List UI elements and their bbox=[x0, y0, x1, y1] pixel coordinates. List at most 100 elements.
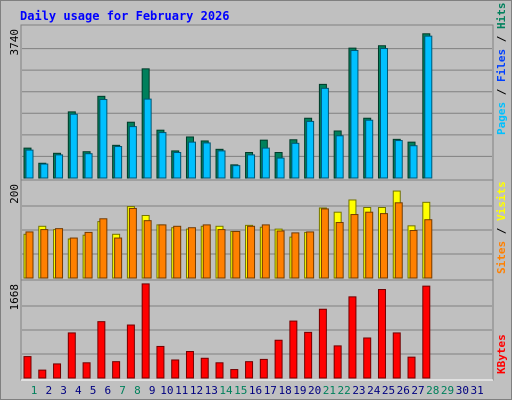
bar-kbytes-day-6 bbox=[97, 321, 106, 379]
bar-kbytes-day-19 bbox=[289, 320, 298, 379]
bar-sites-day-13 bbox=[202, 224, 211, 279]
bar-files-day-5 bbox=[84, 153, 93, 179]
x-tick-label-day-2: 2 bbox=[45, 384, 52, 397]
x-tick-label-day-30: 30 bbox=[456, 384, 469, 397]
bar-files-day-6 bbox=[99, 99, 108, 179]
x-tick-label-day-14: 14 bbox=[219, 384, 233, 397]
axis-label-pages-files-hits: Pages / Files / Hits bbox=[495, 3, 508, 136]
bar-kbytes-day-8 bbox=[126, 324, 135, 379]
bar-kbytes-day-26 bbox=[392, 332, 401, 379]
axis-label-part: KBytes bbox=[495, 334, 508, 374]
bar-kbytes-day-12 bbox=[185, 351, 194, 379]
axis-label-part: / bbox=[495, 82, 508, 102]
bar-sites-day-16 bbox=[247, 225, 256, 279]
bar-kbytes-day-28 bbox=[422, 285, 431, 379]
bar-files-day-19 bbox=[291, 142, 300, 179]
bar-files-day-9 bbox=[143, 98, 152, 179]
x-tick-label-day-21: 21 bbox=[323, 384, 336, 397]
x-tick-label-day-22: 22 bbox=[338, 384, 351, 397]
bar-kbytes-day-27 bbox=[407, 356, 416, 379]
bar-kbytes-day-15 bbox=[230, 369, 239, 379]
axis-label-part: Hits bbox=[495, 3, 508, 30]
x-tick-label-day-15: 15 bbox=[234, 384, 247, 397]
bar-files-day-20 bbox=[306, 120, 315, 179]
ymax-label-kbytes: 1668 bbox=[8, 284, 21, 311]
bar-files-day-17 bbox=[261, 147, 270, 179]
bar-kbytes-day-14 bbox=[215, 362, 224, 379]
bar-files-day-2 bbox=[40, 163, 49, 179]
x-tick-label-day-24: 24 bbox=[367, 384, 381, 397]
x-tick-label-day-12: 12 bbox=[190, 384, 203, 397]
bar-sites-day-8 bbox=[128, 207, 137, 279]
axis-label-part: Files bbox=[495, 49, 508, 82]
ymax-label-visits-sites: 200 bbox=[8, 184, 21, 204]
x-tick-label-day-20: 20 bbox=[308, 384, 321, 397]
bar-files-day-22 bbox=[335, 135, 344, 179]
bar-files-day-10 bbox=[158, 132, 167, 179]
bar-sites-day-5 bbox=[84, 231, 93, 279]
bar-files-day-11 bbox=[173, 152, 182, 179]
bar-sites-day-20 bbox=[306, 231, 315, 279]
axis-label-visits-sites: Sites / Visits bbox=[495, 181, 508, 274]
x-tick-label-day-11: 11 bbox=[175, 384, 188, 397]
axis-label-kbytes: KBytes bbox=[495, 334, 508, 374]
x-tick-label-day-26: 26 bbox=[397, 384, 410, 397]
bar-kbytes-day-3 bbox=[53, 363, 62, 379]
bar-files-day-12 bbox=[187, 141, 196, 179]
x-tick-label-day-6: 6 bbox=[105, 384, 112, 397]
bar-files-day-14 bbox=[217, 150, 226, 179]
x-tick-label-day-19: 19 bbox=[293, 384, 306, 397]
bar-sites-day-1 bbox=[25, 231, 34, 279]
x-tick-label-day-28: 28 bbox=[426, 384, 439, 397]
bar-files-day-15 bbox=[232, 165, 241, 179]
bar-kbytes-day-9 bbox=[141, 283, 150, 379]
bar-files-day-26 bbox=[394, 140, 403, 179]
x-tick-label-day-18: 18 bbox=[278, 384, 291, 397]
bar-kbytes-day-22 bbox=[333, 345, 342, 379]
x-tick-label-day-31: 31 bbox=[470, 384, 483, 397]
bar-sites-day-9 bbox=[143, 220, 152, 279]
bar-sites-day-10 bbox=[158, 224, 167, 279]
axis-label-part: / bbox=[495, 221, 508, 241]
ymax-label-pages-files-hits: 3740 bbox=[8, 29, 21, 56]
x-tick-label-day-16: 16 bbox=[249, 384, 262, 397]
bar-sites-day-24 bbox=[365, 211, 374, 279]
bar-kbytes-day-18 bbox=[274, 339, 283, 379]
bar-sites-day-26 bbox=[394, 202, 403, 279]
bar-sites-day-4 bbox=[69, 237, 78, 279]
bar-sites-day-14 bbox=[217, 229, 226, 279]
bar-sites-day-19 bbox=[291, 232, 300, 279]
bar-kbytes-day-10 bbox=[156, 345, 165, 379]
x-tick-label-day-9: 9 bbox=[149, 384, 156, 397]
bar-sites-day-21 bbox=[320, 208, 329, 279]
x-tick-label-day-13: 13 bbox=[205, 384, 218, 397]
x-tick-label-day-10: 10 bbox=[160, 384, 173, 397]
bar-sites-day-2 bbox=[40, 229, 49, 279]
x-tick-label-day-5: 5 bbox=[90, 384, 97, 397]
bar-files-day-25 bbox=[379, 48, 388, 179]
bar-files-day-23 bbox=[350, 50, 359, 179]
bar-kbytes-day-5 bbox=[82, 362, 91, 379]
bar-files-day-8 bbox=[128, 126, 137, 179]
x-tick-label-day-29: 29 bbox=[441, 384, 454, 397]
bar-kbytes-day-13 bbox=[200, 357, 209, 379]
bar-files-day-16 bbox=[247, 154, 256, 179]
bar-files-day-24 bbox=[365, 119, 374, 179]
axis-label-part: Sites bbox=[495, 241, 508, 274]
bar-kbytes-day-20 bbox=[304, 331, 313, 379]
bar-kbytes-day-21 bbox=[318, 308, 327, 379]
bar-sites-day-15 bbox=[232, 230, 241, 279]
bar-files-day-1 bbox=[25, 149, 34, 179]
bar-sites-day-23 bbox=[350, 214, 359, 279]
bar-sites-day-12 bbox=[187, 227, 196, 279]
bar-sites-day-28 bbox=[424, 219, 433, 279]
bar-kbytes-day-23 bbox=[348, 296, 357, 379]
x-tick-label-day-8: 8 bbox=[134, 384, 141, 397]
bar-sites-day-3 bbox=[55, 228, 64, 279]
bar-sites-day-27 bbox=[409, 230, 418, 279]
bar-kbytes-day-24 bbox=[363, 337, 372, 379]
bar-kbytes-day-16 bbox=[245, 361, 254, 379]
bar-kbytes-day-25 bbox=[377, 289, 386, 379]
